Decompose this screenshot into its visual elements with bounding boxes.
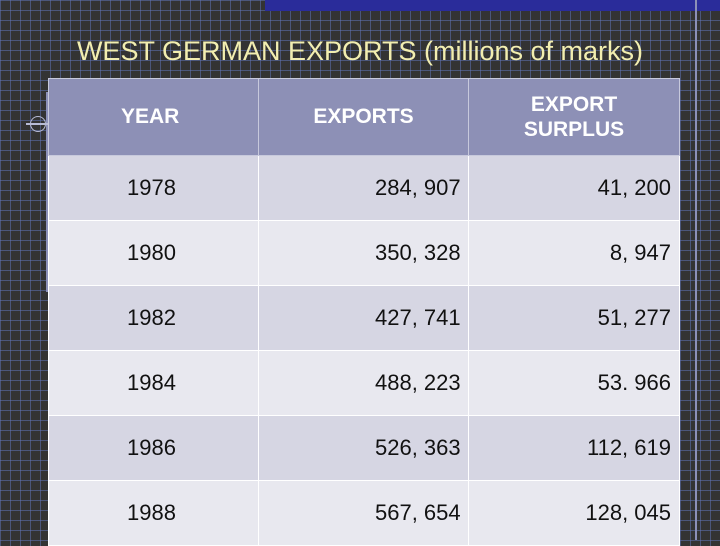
table-row: 1984 488, 223 53. 966 (48, 350, 680, 416)
table-row: 1986 526, 363 112, 619 (48, 415, 680, 481)
cell-surplus: 128, 045 (468, 480, 680, 546)
cell-year: 1986 (48, 415, 259, 481)
header-export-surplus: EXPORT SURPLUS (468, 78, 680, 156)
cell-exports: 526, 363 (258, 415, 469, 481)
cell-surplus: 112, 619 (468, 415, 680, 481)
exports-table: YEAR EXPORTS EXPORT SURPLUS 1978 284, 90… (48, 78, 680, 546)
top-accent-bar (265, 0, 720, 11)
circle-bullet-icon (30, 116, 46, 132)
header-surplus-line1: EXPORT (530, 92, 618, 116)
cell-year: 1984 (48, 350, 259, 416)
cell-year: 1978 (48, 155, 259, 221)
cell-year: 1982 (48, 285, 259, 351)
cell-exports: 488, 223 (258, 350, 469, 416)
cell-surplus: 53. 966 (468, 350, 680, 416)
table-row: 1982 427, 741 51, 277 (48, 285, 680, 351)
table-header-row: YEAR EXPORTS EXPORT SURPLUS (48, 78, 680, 156)
header-year: YEAR (48, 78, 259, 156)
slide-title: WEST GERMAN EXPORTS (millions of marks) (76, 36, 644, 66)
cell-exports: 350, 328 (258, 220, 469, 286)
left-divider-line (46, 92, 48, 292)
cell-surplus: 41, 200 (468, 155, 680, 221)
table-row: 1978 284, 907 41, 200 (48, 155, 680, 221)
cell-year: 1988 (48, 480, 259, 546)
cell-surplus: 8, 947 (468, 220, 680, 286)
header-surplus-line2: SURPLUS (523, 118, 625, 141)
header-exports: EXPORTS (258, 78, 469, 156)
cell-exports: 427, 741 (258, 285, 469, 351)
cell-year: 1980 (48, 220, 259, 286)
cell-exports: 284, 907 (258, 155, 469, 221)
table-row: 1988 567, 654 128, 045 (48, 480, 680, 546)
cell-exports: 567, 654 (258, 480, 469, 546)
right-divider-line (695, 0, 697, 540)
cell-surplus: 51, 277 (468, 285, 680, 351)
table-row: 1980 350, 328 8, 947 (48, 220, 680, 286)
exports-table-container: YEAR EXPORTS EXPORT SURPLUS 1978 284, 90… (48, 78, 680, 546)
